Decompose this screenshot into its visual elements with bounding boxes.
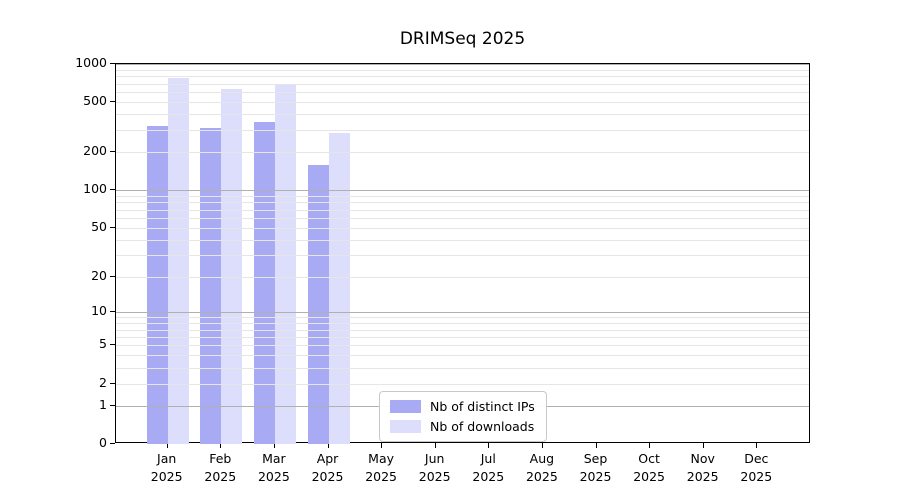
x-tick-label: Nov 2025 (686, 451, 719, 484)
y-tick-mark (110, 382, 115, 384)
legend-entry-distinct-ips: Nb of distinct IPs (390, 399, 535, 414)
minor-gridline (116, 317, 809, 319)
y-tick-label: 0 (99, 435, 107, 450)
major-gridline (116, 345, 809, 347)
y-tick-mark (110, 63, 115, 64)
major-gridline (116, 64, 809, 65)
x-tick-mark (166, 443, 168, 448)
minor-gridline (116, 336, 809, 338)
major-gridline (116, 312, 809, 314)
minor-gridline (116, 202, 809, 204)
bar-distinct-ips (200, 128, 222, 444)
y-tick-mark (110, 151, 115, 153)
bar-distinct-ips (146, 125, 168, 444)
minor-gridline (116, 195, 809, 197)
y-tick-mark (110, 101, 115, 103)
x-tick-label: Mar 2025 (257, 451, 290, 484)
minor-gridline (116, 323, 809, 325)
minor-gridline (116, 217, 809, 219)
bar-downloads (274, 84, 296, 444)
x-tick-label: Aug 2025 (525, 451, 558, 484)
x-tick-mark (649, 443, 651, 448)
y-tick-label: 200 (83, 143, 107, 159)
minor-gridline (116, 209, 809, 211)
minor-gridline (116, 114, 809, 116)
bar-distinct-ips (253, 122, 275, 444)
x-tick-mark (327, 443, 329, 448)
minor-gridline (116, 92, 809, 94)
x-tick-mark (434, 443, 436, 448)
downloads-swatch (390, 420, 421, 433)
minor-gridline (116, 83, 809, 85)
bar-distinct-ips (307, 165, 329, 444)
y-tick-mark (110, 344, 115, 346)
y-tick-label: 10 (91, 303, 107, 319)
x-tick-label: Oct 2025 (633, 451, 665, 484)
x-tick-label: Dec 2025 (740, 451, 773, 484)
legend-label-distinct-ips: Nb of distinct IPs (430, 399, 535, 414)
plot-area (115, 63, 810, 444)
y-tick-mark (110, 226, 115, 228)
x-tick-label: Sep 2025 (579, 451, 612, 484)
minor-gridline (116, 130, 809, 132)
y-tick-label: 2 (99, 374, 107, 390)
y-tick-mark (110, 443, 115, 444)
y-tick-mark (110, 275, 115, 277)
bar-downloads (221, 88, 243, 444)
y-tick-label: 500 (83, 93, 107, 109)
minor-gridline (116, 255, 809, 257)
x-tick-mark (702, 443, 704, 448)
bar-downloads (167, 78, 189, 444)
y-tick-mark (110, 189, 115, 191)
y-tick-label: 5 (99, 336, 107, 352)
major-gridline (116, 152, 809, 154)
major-gridline (116, 276, 809, 278)
minor-gridline (116, 367, 809, 369)
minor-gridline (116, 76, 809, 78)
x-tick-mark (488, 443, 490, 448)
x-tick-label: Apr 2025 (311, 451, 344, 484)
x-tick-mark (595, 443, 597, 448)
x-tick-label: Jun 2025 (418, 451, 451, 484)
y-tick-mark (110, 311, 115, 313)
minor-gridline (116, 329, 809, 331)
minor-gridline (116, 355, 809, 357)
legend-entry-downloads: Nb of downloads (390, 419, 535, 434)
distinct-ips-swatch (390, 400, 421, 413)
y-tick-label: 1 (99, 396, 107, 412)
chart-title: DRIMSeq 2025 (399, 29, 526, 49)
minor-gridline (116, 239, 809, 241)
legend: Nb of distinct IPs Nb of downloads (379, 391, 547, 442)
x-tick-mark (756, 443, 758, 448)
major-gridline (116, 227, 809, 229)
x-tick-mark (541, 443, 543, 448)
x-tick-label: Jul 2025 (472, 451, 505, 484)
x-tick-label: Jan 2025 (150, 451, 183, 484)
major-gridline (116, 102, 809, 104)
y-tick-label: 20 (91, 267, 107, 283)
minor-gridline (116, 69, 809, 71)
x-tick-mark (381, 443, 383, 448)
y-tick-mark (110, 404, 115, 406)
major-gridline (116, 383, 809, 385)
x-tick-mark (273, 443, 275, 448)
bar-downloads (328, 132, 350, 444)
x-tick-label: May 2025 (365, 451, 397, 484)
major-gridline (116, 190, 809, 192)
legend-label-downloads: Nb of downloads (430, 419, 535, 434)
x-tick-label: Feb 2025 (204, 451, 237, 484)
y-tick-label: 1000 (75, 55, 107, 70)
y-tick-label: 100 (83, 181, 107, 197)
x-tick-mark (220, 443, 222, 448)
y-tick-label: 50 (91, 218, 107, 234)
